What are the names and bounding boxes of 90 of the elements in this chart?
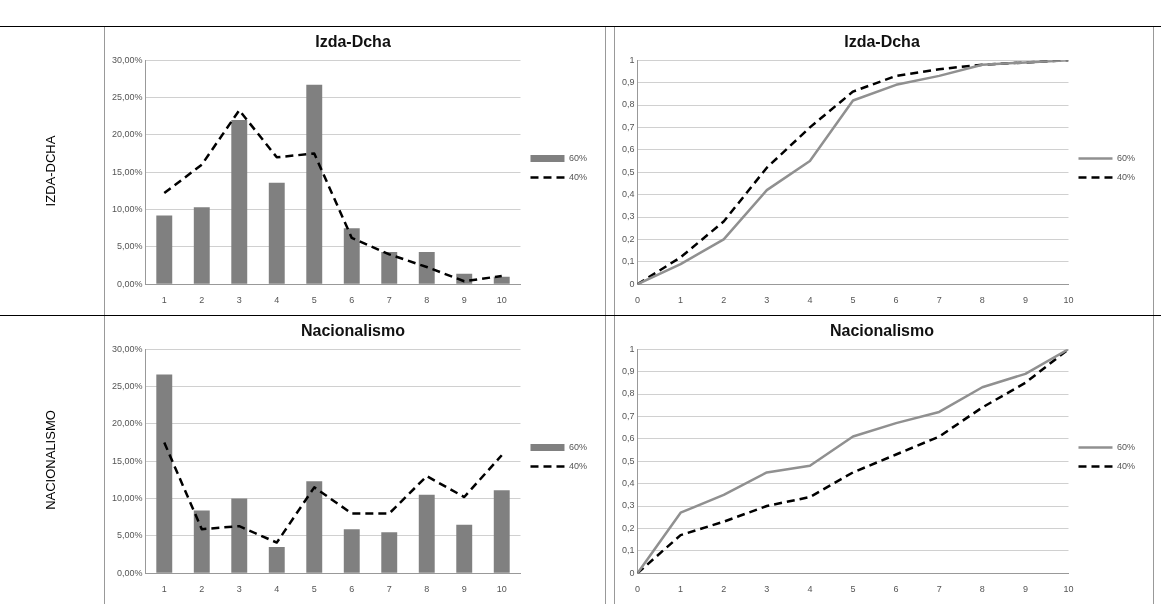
y-tick-label: 0,4 [622, 478, 635, 489]
y-tick-label: 0,7 [622, 121, 635, 132]
x-tick-label: 3 [764, 584, 770, 595]
text: IZDA-DCHA [42, 135, 58, 207]
chart-title: Izda-Dcha [315, 33, 391, 51]
y-tick-label: 0,3 [622, 500, 635, 511]
x-tick-label: 10 [496, 584, 507, 595]
x-tick-label: 10 [1063, 295, 1074, 306]
x-tick-label: 8 [424, 584, 430, 595]
legend-label: 40% [568, 171, 587, 182]
text: NACIONALISMO [42, 410, 58, 510]
y-tick-label: 0,4 [622, 189, 635, 200]
legend-label: 40% [1116, 171, 1135, 182]
legend-label: 60% [568, 441, 587, 452]
x-tick-label: 9 [461, 584, 467, 595]
legend-label: 40% [568, 460, 587, 471]
y-tick-label: 0,00% [116, 278, 143, 289]
y-tick-label: 5,00% [116, 530, 143, 541]
x-tick-label: 4 [274, 584, 280, 595]
x-tick-label: 7 [386, 295, 392, 306]
x-tick-label: 7 [936, 295, 942, 306]
y-tick-label: 0,9 [622, 77, 635, 88]
y-tick-label: 15,00% [111, 455, 143, 466]
y-tick-label: 20,00% [111, 129, 143, 140]
y-tick-label: 1 [629, 343, 635, 354]
y-tick-label: 0,8 [622, 99, 635, 110]
legend-label: 60% [1116, 152, 1135, 163]
x-tick-label: 4 [274, 295, 280, 306]
x-tick-label: 5 [311, 295, 317, 306]
x-tick-label: 9 [1022, 584, 1028, 595]
x-tick-label: 9 [1022, 295, 1028, 306]
y-tick-label: 10,00% [111, 204, 143, 215]
chart-title: Izda-Dcha [844, 33, 920, 51]
y-tick-label: 0 [629, 278, 635, 289]
y-tick-label: 0,8 [622, 388, 635, 399]
legend-label: 40% [1116, 460, 1135, 471]
legend-label: 60% [1116, 441, 1135, 452]
y-tick-label: 25,00% [111, 381, 143, 392]
x-tick-label: 8 [424, 295, 430, 306]
y-tick-label: 0,5 [622, 166, 635, 177]
y-tick-label: 30,00% [111, 343, 143, 354]
y-tick-label: 0,5 [622, 455, 635, 466]
y-tick-label: 0,3 [622, 211, 635, 222]
legend-label: 60% [568, 152, 587, 163]
x-tick-label: 6 [893, 584, 899, 595]
chart-title: Nacionalismo [300, 322, 406, 340]
y-tick-label: 20,00% [111, 418, 143, 429]
x-tick-label: 8 [979, 295, 985, 306]
x-tick-label: 3 [236, 295, 242, 306]
x-tick-label: 5 [850, 295, 856, 306]
y-tick-label: 25,00% [111, 92, 143, 103]
x-tick-label: 10 [496, 295, 507, 306]
x-tick-label: 4 [807, 295, 813, 306]
x-tick-label: 6 [893, 295, 899, 306]
y-tick-label: 30,00% [111, 54, 143, 65]
y-tick-label: 0,7 [622, 410, 635, 421]
x-tick-label: 2 [199, 584, 205, 595]
y-tick-label: 5,00% [116, 241, 143, 252]
y-tick-label: 1 [629, 54, 635, 65]
y-tick-label: 0 [629, 567, 635, 578]
x-tick-label: 3 [236, 584, 242, 595]
y-tick-label: 0,00% [116, 567, 143, 578]
x-tick-label: 1 [678, 295, 684, 306]
x-tick-label: 6 [349, 584, 355, 595]
x-tick-label: 7 [936, 584, 942, 595]
y-tick-label: 0,6 [622, 433, 635, 444]
x-tick-label: 5 [311, 584, 317, 595]
y-tick-label: 0,1 [622, 256, 635, 267]
x-tick-label: 1 [161, 295, 167, 306]
y-tick-label: 0,1 [622, 545, 635, 556]
x-tick-label: 1 [161, 584, 167, 595]
x-tick-label: 10 [1063, 584, 1074, 595]
x-tick-label: 5 [850, 584, 856, 595]
y-tick-label: 0,6 [622, 144, 635, 155]
x-tick-label: 4 [807, 584, 813, 595]
x-tick-label: 2 [721, 584, 727, 595]
x-tick-label: 9 [461, 295, 467, 306]
x-tick-label: 8 [979, 584, 985, 595]
chart-title: Nacionalismo [829, 322, 935, 340]
y-tick-label: 0,2 [622, 233, 635, 244]
x-tick-label: 3 [764, 295, 770, 306]
x-tick-label: 7 [386, 584, 392, 595]
x-tick-label: 2 [721, 295, 727, 306]
y-tick-label: 15,00% [111, 166, 143, 177]
x-tick-label: 6 [349, 295, 355, 306]
y-tick-label: 0,9 [622, 366, 635, 377]
y-tick-label: 10,00% [111, 493, 143, 504]
x-tick-label: 2 [199, 295, 205, 306]
x-tick-label: 1 [678, 584, 684, 595]
y-tick-label: 0,2 [622, 522, 635, 533]
